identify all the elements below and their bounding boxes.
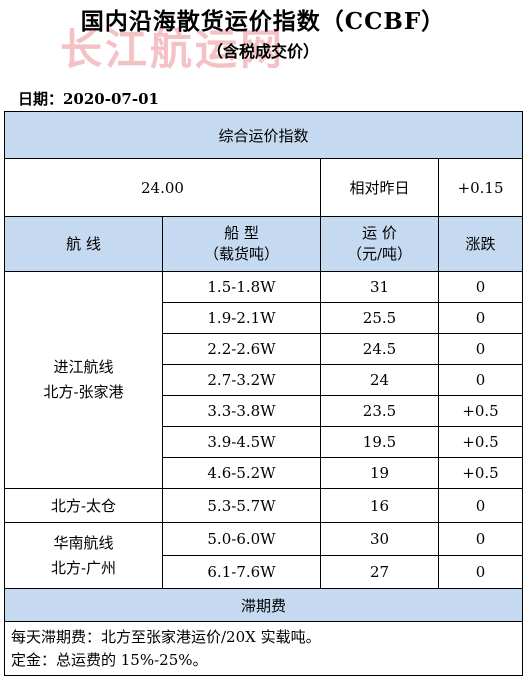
price-cell: 27 [320, 555, 439, 589]
table-row: 3.3-3.8W 23.5 +0.5 [5, 395, 524, 427]
price-cell: 23.5 [320, 395, 439, 427]
ship-type-cell: 2.2-2.6W [162, 333, 321, 365]
ship-type-cell: 1.9-2.1W [162, 302, 321, 334]
col-header-route: 航 线 [4, 216, 163, 272]
col-header-ship-type: 船 型 （载货吨） [162, 216, 321, 272]
ship-type-cell: 2.7-3.2W [162, 364, 321, 396]
route-cell: 北方-太仓 [4, 488, 163, 523]
change-cell: 0 [437, 522, 524, 556]
price-unit: （元/吨） [346, 245, 413, 263]
ship-type-cell: 4.6-5.2W [162, 457, 321, 489]
col-header-price: 运 价 （元/吨） [320, 216, 439, 272]
page-title: 国内沿海散货运价指数（CCBF） [80, 8, 446, 35]
ship-type-unit: （载货吨） [203, 245, 279, 263]
change-cell: 0 [437, 364, 524, 396]
ship-type-cell: 5.3-5.7W [162, 488, 321, 523]
price-cell: 19.5 [320, 426, 439, 458]
demurrage-header: 滞期费 [3, 588, 524, 622]
change-cell: 0 [437, 271, 524, 303]
route-line1: 华南航线 [53, 533, 114, 552]
route-line2: 北方-张家港 [43, 383, 124, 401]
date-label: 日期：2020-07-01 [18, 90, 159, 108]
table-row: 北方-太仓 5.3-5.7W 16 0 [4, 488, 524, 523]
change-cell: +0.5 [437, 395, 524, 427]
table-row: 2.7-3.2W 24 0 [5, 364, 524, 396]
route-line1: 进江航线 [53, 358, 114, 376]
table-row: 进江航线 北方-张家港 1.5-1.8W 31 0 [4, 271, 524, 489]
price-cell: 30 [320, 522, 439, 556]
price-cell: 24.5 [320, 333, 439, 365]
compare-label: 相对昨日 [320, 158, 439, 217]
col-header-change: 涨跌 [437, 216, 524, 272]
ship-type-cell: 1.5-1.8W [162, 271, 321, 303]
ship-type-cell: 3.9-4.5W [162, 426, 321, 458]
price-cell: 24 [320, 364, 439, 396]
ship-type-cell: 3.3-3.8W [162, 395, 321, 427]
route-line2: 北方-广州 [50, 558, 117, 577]
table-row: 6.1-7.6W 27 0 [5, 555, 524, 589]
price-cell: 19 [320, 457, 439, 489]
composite-index-value: 24.00 [4, 158, 321, 217]
ship-type-cell: 6.1-7.6W [162, 555, 321, 589]
table-row: 华南航线 北方-广州 5.0-6.0W 30 0 [4, 522, 524, 589]
change-cell: 0 [437, 333, 524, 365]
composite-index-header: 综合运价指数 [3, 111, 524, 159]
price-cell: 25.5 [320, 302, 439, 334]
ship-type-label: 船 型 [224, 224, 259, 242]
price-label: 运 价 [362, 224, 397, 242]
ship-type-cell: 5.0-6.0W [162, 522, 321, 556]
page-subtitle: （含税成交价） [206, 42, 319, 61]
freight-index-table: 综合运价指数 24.00 相对昨日 +0.15 航 线 船 型 （载货吨） 运 … [3, 111, 524, 676]
price-cell: 16 [320, 488, 439, 523]
change-cell: 0 [437, 302, 524, 334]
deposit-rule: 定金：总运费的 15%-25%。 [11, 650, 208, 669]
change-cell: +0.5 [437, 426, 524, 458]
demurrage-notes: 每天滞期费：北方至张家港运价/20X 实载吨。 定金：总运费的 15%-25%。 [3, 621, 524, 676]
change-cell: +0.5 [437, 457, 524, 489]
table-row: 3.9-4.5W 19.5 +0.5 [5, 426, 524, 458]
change-cell: 0 [437, 488, 524, 523]
route-cell: 华南航线 北方-广州 [4, 522, 163, 589]
change-cell: 0 [437, 555, 524, 589]
table-row: 4.6-5.2W 19 +0.5 [5, 457, 524, 489]
route-cell: 进江航线 北方-张家港 [4, 271, 163, 489]
table-row: 2.2-2.6W 24.5 0 [5, 333, 524, 365]
table-row: 1.9-2.1W 25.5 0 [5, 302, 524, 334]
composite-change: +0.15 [437, 158, 524, 217]
price-cell: 31 [320, 271, 439, 303]
demurrage-rule: 每天滞期费：北方至张家港运价/20X 实载吨。 [11, 627, 321, 646]
